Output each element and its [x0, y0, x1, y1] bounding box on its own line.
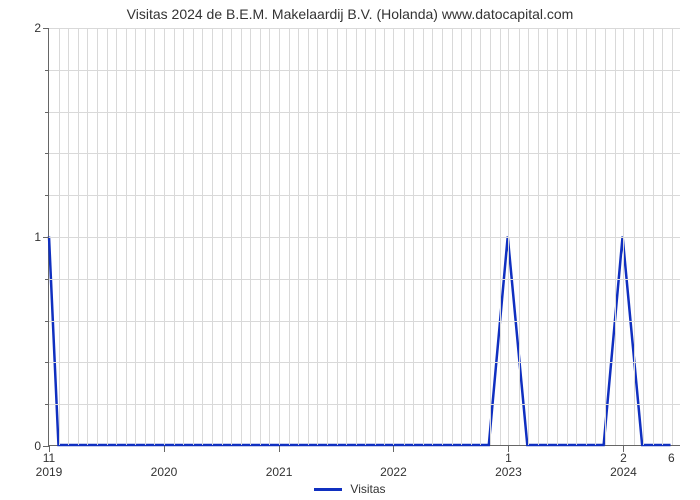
x-axis-year-label: 2020	[151, 465, 178, 479]
grid-v-minor	[193, 28, 194, 445]
grid-v-minor	[490, 28, 491, 445]
grid-v-minor	[423, 28, 424, 445]
grid-v-minor	[174, 28, 175, 445]
grid-v-minor	[356, 28, 357, 445]
x-axis-secondary-label: 1	[505, 451, 512, 465]
grid-v-minor	[107, 28, 108, 445]
grid-v-minor	[154, 28, 155, 445]
grid-v-minor	[461, 28, 462, 445]
y-tick-minor	[45, 279, 49, 280]
grid-v-minor	[384, 28, 385, 445]
grid-v-minor	[500, 28, 501, 445]
grid-v-minor	[116, 28, 117, 445]
grid-v-major	[393, 28, 394, 445]
grid-v-minor	[586, 28, 587, 445]
grid-v-minor	[269, 28, 270, 445]
grid-v-minor	[615, 28, 616, 445]
y-tick	[43, 237, 49, 238]
grid-v-minor	[145, 28, 146, 445]
grid-v-minor	[576, 28, 577, 445]
x-axis-year-label: 2021	[266, 465, 293, 479]
grid-v-minor	[317, 28, 318, 445]
grid-v-minor	[87, 28, 88, 445]
y-tick	[43, 28, 49, 29]
grid-v-minor	[126, 28, 127, 445]
grid-v-minor	[519, 28, 520, 445]
grid-v-minor	[202, 28, 203, 445]
series-line	[49, 237, 671, 446]
grid-v-minor	[662, 28, 663, 445]
y-tick-minor	[45, 362, 49, 363]
grid-v-minor	[471, 28, 472, 445]
legend-label: Visitas	[350, 482, 385, 496]
grid-v-minor	[260, 28, 261, 445]
y-axis-label: 1	[34, 230, 41, 244]
grid-v-minor	[327, 28, 328, 445]
grid-v-minor	[452, 28, 453, 445]
grid-v-minor	[442, 28, 443, 445]
grid-v-minor	[289, 28, 290, 445]
grid-v-major	[623, 28, 624, 445]
x-axis-secondary-label: 6	[668, 451, 675, 465]
x-axis-year-label: 2024	[610, 465, 637, 479]
grid-v-minor	[528, 28, 529, 445]
grid-v-minor	[375, 28, 376, 445]
grid-v-minor	[135, 28, 136, 445]
x-axis-year-label: 2023	[495, 465, 522, 479]
y-tick-minor	[45, 112, 49, 113]
grid-v-minor	[634, 28, 635, 445]
grid-v-minor	[97, 28, 98, 445]
grid-v-minor	[605, 28, 606, 445]
y-axis-label: 2	[34, 21, 41, 35]
grid-v-minor	[337, 28, 338, 445]
grid-v-minor	[595, 28, 596, 445]
grid-v-minor	[413, 28, 414, 445]
grid-v-minor	[231, 28, 232, 445]
grid-v-major	[279, 28, 280, 445]
y-tick-minor	[45, 195, 49, 196]
grid-v-minor	[308, 28, 309, 445]
grid-v-minor	[250, 28, 251, 445]
grid-v-minor	[59, 28, 60, 445]
grid-v-minor	[432, 28, 433, 445]
grid-v-minor	[404, 28, 405, 445]
chart-container: Visitas 2024 de B.E.M. Makelaardij B.V. …	[0, 0, 700, 500]
x-tick	[279, 446, 280, 452]
grid-v-minor	[365, 28, 366, 445]
grid-v-minor	[547, 28, 548, 445]
y-tick-minor	[45, 404, 49, 405]
grid-v-minor	[212, 28, 213, 445]
x-axis-year-label: 2022	[380, 465, 407, 479]
chart-title: Visitas 2024 de B.E.M. Makelaardij B.V. …	[0, 6, 700, 22]
grid-v-minor	[557, 28, 558, 445]
grid-v-minor	[643, 28, 644, 445]
y-tick-minor	[45, 153, 49, 154]
grid-v-major	[164, 28, 165, 445]
grid-v-minor	[68, 28, 69, 445]
grid-v-minor	[480, 28, 481, 445]
grid-v-minor	[567, 28, 568, 445]
legend: Visitas	[0, 482, 700, 496]
grid-v-minor	[78, 28, 79, 445]
y-axis-label: 0	[34, 439, 41, 453]
grid-v-minor	[183, 28, 184, 445]
grid-v-minor	[241, 28, 242, 445]
x-tick	[164, 446, 165, 452]
grid-v-minor	[653, 28, 654, 445]
plot-area: 01220192020202120222023202411126	[48, 28, 680, 446]
x-axis-secondary-label: 2	[620, 451, 627, 465]
legend-swatch	[314, 488, 342, 491]
x-tick	[393, 446, 394, 452]
y-tick-minor	[45, 321, 49, 322]
grid-v-minor	[538, 28, 539, 445]
y-tick-minor	[45, 70, 49, 71]
grid-v-minor	[346, 28, 347, 445]
grid-v-minor	[672, 28, 673, 445]
grid-v-minor	[222, 28, 223, 445]
grid-v-minor	[298, 28, 299, 445]
grid-v-major	[508, 28, 509, 445]
x-axis-year-label: 2019	[36, 465, 63, 479]
x-axis-secondary-label: 11	[43, 451, 55, 465]
